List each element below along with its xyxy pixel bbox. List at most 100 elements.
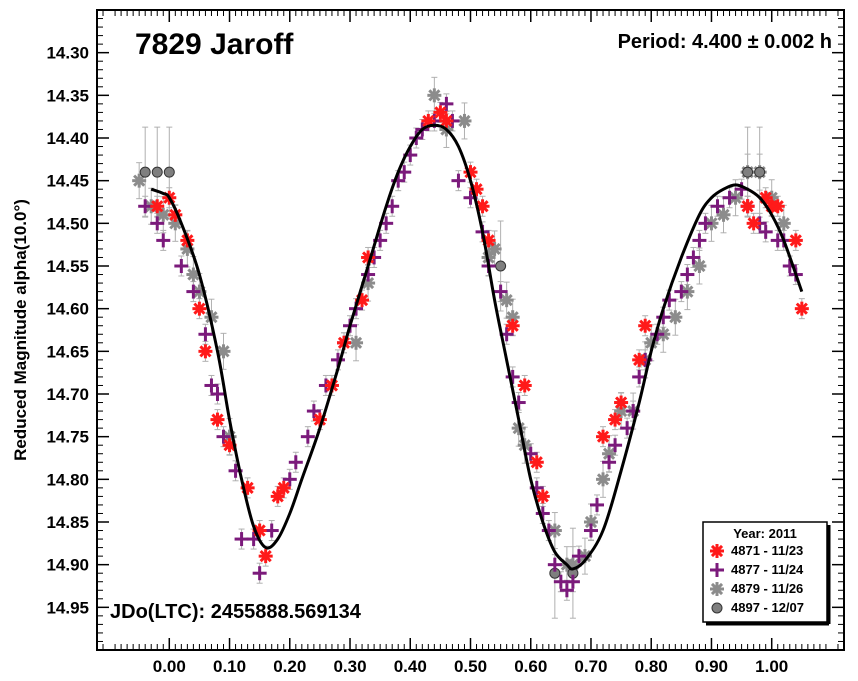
data-point: [754, 166, 766, 178]
data-point: [692, 233, 707, 248]
data-point: [258, 549, 273, 564]
data-point: [742, 166, 754, 178]
data-point: [505, 318, 520, 333]
data-point: [439, 96, 454, 111]
data-point: [632, 352, 647, 367]
period-label: Period: 4.400 ± 0.002 h: [618, 31, 832, 53]
legend-entry: 4877 - 11/24: [731, 562, 804, 577]
x-tick-label: 0.90: [695, 657, 728, 676]
legend-entry: 4897 - 12/07: [731, 600, 804, 615]
data-point: [716, 207, 731, 222]
data-point: [638, 318, 653, 333]
data-point: [495, 260, 507, 272]
data-point: [306, 404, 321, 419]
data-point: [710, 199, 725, 214]
legend-entry: 4871 - 11/23: [731, 543, 803, 558]
x-tick-label: 0.80: [635, 657, 668, 676]
y-tick-label: 14.80: [46, 470, 89, 489]
data-point: [493, 284, 508, 299]
data-point: [722, 190, 737, 205]
y-tick-label: 14.30: [46, 44, 89, 63]
data-point: [300, 429, 315, 444]
legend-title: Year: 2011: [733, 526, 797, 541]
data-point: [150, 216, 165, 231]
data-point: [505, 369, 520, 384]
data-point: [427, 88, 442, 103]
data-point: [151, 166, 163, 178]
y-tick-label: 14.55: [46, 257, 89, 276]
data-point: [571, 549, 586, 564]
data-point: [192, 301, 207, 316]
data-point: [788, 233, 803, 248]
x-tick-label: 0.60: [514, 657, 547, 676]
data-point: [559, 583, 574, 598]
data-point: [692, 259, 707, 273]
data-point: [565, 574, 580, 589]
legend-entry: 4879 - 11/26: [731, 581, 803, 596]
data-point: [204, 378, 219, 393]
x-tick-label: 0.40: [394, 657, 427, 676]
data-point: [740, 199, 755, 214]
y-tick-label: 14.95: [46, 598, 89, 617]
data-point: [156, 233, 171, 248]
y-axis-label: Reduced Magnitude alpha(10.0°): [11, 199, 30, 461]
data-point: [163, 166, 175, 178]
data-point: [499, 293, 514, 308]
y-tick-label: 14.50: [46, 214, 89, 233]
data-point: [794, 301, 809, 316]
data-point: [234, 532, 249, 547]
data-point: [529, 455, 544, 470]
y-tick-label: 14.90: [46, 556, 89, 575]
legend: Year: 2011 4871 - 11/23 4877 - 11/24 4879 -…: [702, 521, 831, 626]
data-point: [198, 344, 213, 359]
data-point: [776, 216, 791, 231]
data-point: [686, 250, 701, 265]
x-tick-label: 0.20: [273, 657, 306, 676]
data-point: [150, 199, 165, 214]
data-point: [156, 207, 171, 222]
data-point: [288, 455, 303, 470]
data-point: [138, 199, 153, 214]
data-point: [535, 489, 550, 504]
data-point: [216, 429, 231, 444]
data-point: [680, 267, 695, 282]
legend-marker: [710, 544, 724, 558]
jd-label: JDo(LTC): 2455888.569134: [110, 601, 362, 623]
data-point: [608, 412, 623, 427]
data-point: [668, 310, 683, 325]
data-point: [547, 557, 562, 572]
x-tick-label: 0.50: [454, 657, 487, 676]
x-tick-label: 0.30: [333, 657, 366, 676]
data-point: [132, 173, 147, 188]
y-tick-label: 14.40: [46, 129, 89, 148]
data-point: [674, 284, 689, 299]
data-point: [252, 566, 267, 581]
data-point: [698, 216, 713, 231]
data-point: [270, 489, 285, 504]
data-point: [596, 429, 611, 444]
data-point: [602, 455, 617, 470]
legend-marker: [711, 602, 723, 614]
y-tick-label: 14.65: [46, 342, 89, 361]
data-point: [210, 412, 225, 427]
data-point: [198, 327, 213, 342]
data-point: [276, 480, 291, 495]
data-point: [264, 523, 279, 538]
series-4: [139, 166, 766, 579]
x-tick-label: 0.70: [574, 657, 607, 676]
data-point: [174, 259, 189, 273]
data-point: [517, 378, 532, 393]
data-point: [583, 523, 598, 538]
data-point: [451, 173, 466, 188]
data-point: [282, 472, 297, 487]
data-point: [433, 105, 448, 120]
data-point: [487, 241, 502, 256]
x-tick-label: 0.00: [153, 657, 186, 676]
y-tick-label: 14.75: [46, 428, 89, 447]
data-point: [457, 113, 472, 128]
y-tick-label: 14.45: [46, 172, 89, 191]
x-tick-label: 0.10: [213, 657, 246, 676]
y-tick-label: 14.60: [46, 300, 89, 319]
